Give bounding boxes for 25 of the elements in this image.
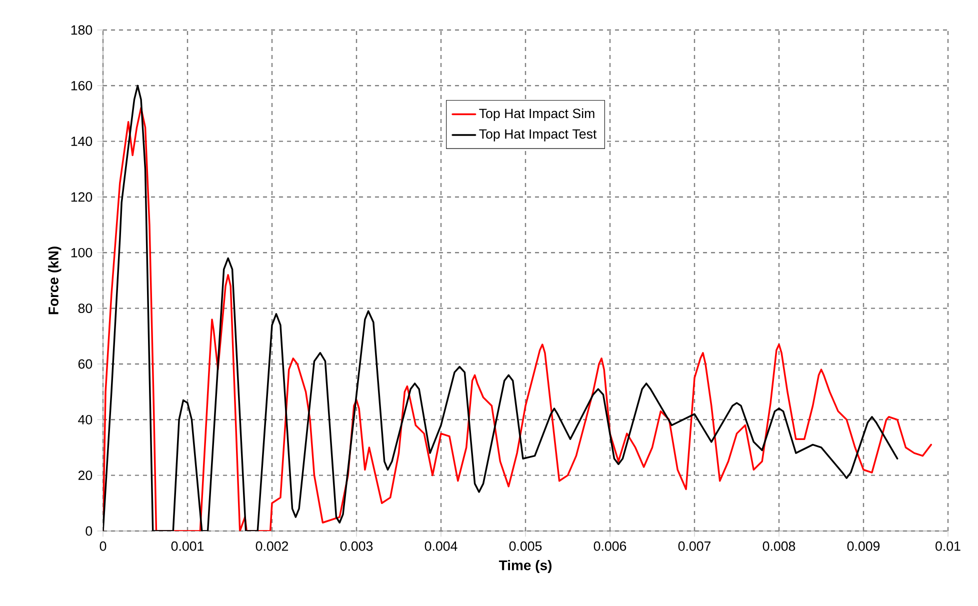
y-axis-title: Force (kN) xyxy=(48,246,62,314)
legend-label: Top Hat Impact Test xyxy=(479,129,597,142)
y-tick-label: 140 xyxy=(71,136,92,146)
x-tick-label: 0.001 xyxy=(171,541,204,551)
x-tick-label: 0.008 xyxy=(762,541,796,551)
y-tick-label: 60 xyxy=(78,359,92,369)
x-tick-label: 0.003 xyxy=(340,541,373,551)
x-tick-label: 0.006 xyxy=(594,541,626,551)
y-tick-label: 0 xyxy=(86,526,92,536)
x-tick-label: 0.007 xyxy=(678,541,711,551)
x-tick-label: 0.004 xyxy=(424,541,458,551)
y-tick-label: 120 xyxy=(71,192,92,202)
y-tick-label: 160 xyxy=(71,80,92,90)
y-tick-label: 100 xyxy=(71,248,92,258)
x-tick-label: 0 xyxy=(100,541,106,551)
x-tick-label: 0.009 xyxy=(847,541,880,551)
legend-label: Top Hat Impact Sim xyxy=(479,108,594,121)
x-tick-label: 0.005 xyxy=(509,541,542,551)
y-tick-label: 180 xyxy=(71,25,92,35)
y-tick-label: 20 xyxy=(78,470,92,480)
x-tick-label: 0.002 xyxy=(256,541,288,551)
y-tick-label: 40 xyxy=(78,414,92,424)
x-axis-title: Time (s) xyxy=(498,560,552,574)
x-tick-label: 0.01 xyxy=(936,541,960,551)
y-tick-label: 80 xyxy=(78,304,92,314)
